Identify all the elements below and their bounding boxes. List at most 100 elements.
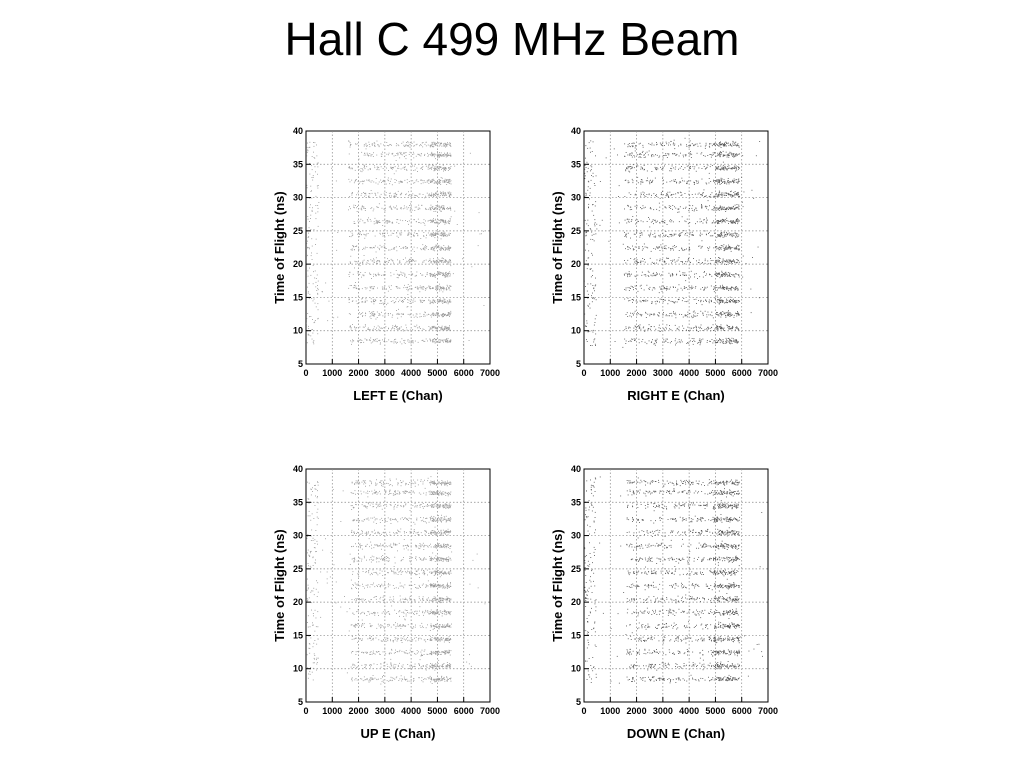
- data-point: [695, 273, 697, 275]
- data-point: [680, 235, 681, 237]
- data-point: [657, 248, 659, 249]
- data-point: [659, 330, 660, 332]
- data-point: [733, 178, 735, 180]
- data-point: [378, 146, 380, 148]
- data-point: [449, 314, 451, 316]
- data-point: [722, 301, 724, 303]
- data-point: [432, 208, 434, 209]
- data-point: [706, 166, 708, 168]
- data-point: [727, 220, 729, 222]
- data-point: [720, 286, 721, 288]
- data-point: [639, 153, 641, 155]
- data-point: [674, 180, 676, 182]
- data-point: [397, 317, 399, 319]
- data-point: [478, 212, 480, 214]
- data-point: [626, 167, 627, 169]
- data-point: [443, 327, 445, 329]
- data-point: [683, 286, 685, 288]
- data-point: [445, 315, 447, 317]
- data-point: [737, 191, 739, 193]
- data-point: [689, 140, 691, 142]
- data-point: [433, 261, 435, 263]
- data-point: [640, 154, 642, 155]
- data-point: [701, 195, 703, 197]
- data-point: [429, 154, 431, 155]
- data-point: [704, 271, 705, 272]
- data-point: [415, 221, 417, 223]
- data-point: [758, 297, 760, 299]
- data-point: [646, 180, 648, 182]
- data-point: [720, 165, 722, 167]
- data-point: [642, 260, 644, 262]
- data-point: [759, 141, 761, 142]
- data-point: [445, 143, 447, 145]
- data-point: [718, 220, 720, 222]
- data-point: [724, 275, 726, 277]
- data-point: [689, 313, 691, 314]
- data-point: [440, 288, 442, 289]
- data-point: [732, 326, 734, 328]
- data-point: [722, 145, 724, 146]
- data-point: [402, 220, 404, 222]
- data-point: [436, 233, 438, 235]
- data-point: [359, 313, 361, 315]
- data-point: [449, 301, 450, 302]
- data-point: [638, 338, 640, 340]
- data-point: [676, 153, 678, 155]
- data-point: [738, 249, 740, 251]
- data-point: [718, 261, 720, 263]
- data-point: [720, 248, 722, 250]
- data-point: [363, 145, 365, 147]
- data-point: [403, 166, 405, 168]
- data-point: [733, 260, 735, 262]
- data-point: [729, 343, 731, 345]
- data-point: [405, 324, 407, 326]
- data-point: [729, 262, 731, 264]
- data-point: [659, 197, 661, 199]
- data-point: [434, 262, 435, 264]
- data-point: [361, 313, 362, 315]
- data-point: [390, 205, 391, 207]
- data-point: [730, 181, 732, 183]
- data-point: [424, 341, 426, 342]
- data-point: [443, 274, 445, 276]
- data-point: [435, 193, 437, 195]
- data-point: [584, 219, 586, 221]
- data-point: [669, 313, 671, 314]
- data-point: [450, 143, 451, 144]
- data-point: [383, 286, 385, 288]
- data-point: [403, 152, 405, 154]
- data-point: [433, 233, 435, 234]
- data-point: [432, 165, 434, 166]
- data-point: [708, 195, 710, 197]
- data-point: [670, 248, 671, 249]
- data-point: [420, 301, 422, 303]
- data-point: [714, 287, 716, 289]
- data-point: [663, 234, 665, 236]
- data-point: [680, 287, 682, 289]
- data-point: [364, 301, 366, 303]
- data-point: [636, 165, 638, 167]
- data-point: [733, 298, 734, 300]
- data-point: [726, 231, 727, 233]
- data-point: [736, 326, 738, 328]
- data-point: [693, 184, 695, 185]
- data-point: [686, 182, 688, 184]
- data-point: [450, 312, 452, 314]
- data-point: [364, 315, 366, 317]
- data-point: [704, 206, 706, 208]
- data-point: [729, 272, 731, 274]
- data-point: [413, 170, 415, 171]
- data-point: [727, 259, 729, 261]
- data-point: [414, 194, 416, 196]
- data-point: [396, 313, 398, 315]
- data-point: [595, 299, 597, 301]
- data-point: [720, 209, 722, 211]
- data-point: [704, 260, 706, 262]
- data-point: [411, 340, 413, 342]
- data-point: [723, 327, 725, 329]
- data-point: [436, 196, 438, 198]
- data-point: [726, 288, 728, 290]
- data-point: [587, 257, 589, 259]
